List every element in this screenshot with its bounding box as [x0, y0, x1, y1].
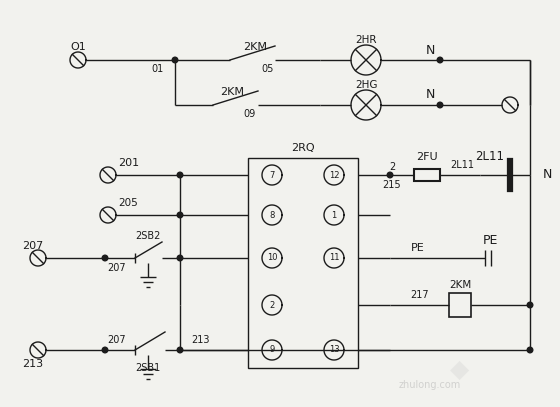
Text: 2KM: 2KM: [449, 280, 471, 290]
Text: PE: PE: [482, 234, 498, 247]
Circle shape: [437, 57, 443, 63]
Circle shape: [387, 172, 393, 178]
Text: 2KM: 2KM: [220, 87, 244, 97]
Circle shape: [177, 255, 183, 261]
Text: 213: 213: [22, 359, 44, 369]
Text: 215: 215: [382, 180, 402, 190]
Circle shape: [102, 347, 108, 353]
Text: 10: 10: [267, 254, 277, 263]
Text: 2SB1: 2SB1: [136, 363, 161, 373]
Bar: [248, 158, 358, 368]
Text: 09: 09: [244, 109, 256, 119]
Text: 2RQ: 2RQ: [291, 143, 315, 153]
Text: 2L11: 2L11: [450, 160, 474, 170]
Circle shape: [527, 302, 533, 308]
Text: 2FU: 2FU: [416, 152, 438, 162]
Text: ◆: ◆: [450, 358, 470, 382]
Circle shape: [527, 347, 533, 353]
Text: 11: 11: [329, 254, 339, 263]
Bar: [449, 293, 471, 317]
Bar: [414, 169, 440, 181]
Text: 2KM: 2KM: [243, 42, 267, 52]
Circle shape: [177, 172, 183, 178]
Text: N: N: [543, 168, 552, 182]
Text: 201: 201: [118, 158, 139, 168]
Text: 01: 01: [151, 64, 163, 74]
Circle shape: [437, 102, 443, 108]
Text: 207: 207: [108, 335, 127, 345]
Text: zhulong.com: zhulong.com: [399, 380, 461, 390]
Text: PE: PE: [411, 243, 425, 253]
Text: 217: 217: [410, 290, 430, 300]
Text: N: N: [425, 44, 435, 57]
Text: 2SB2: 2SB2: [136, 231, 161, 241]
Text: 9: 9: [269, 346, 274, 354]
Text: 13: 13: [329, 346, 339, 354]
Text: N: N: [425, 88, 435, 101]
Text: 2L11: 2L11: [475, 151, 505, 164]
Text: 12: 12: [329, 171, 339, 179]
Text: 2: 2: [389, 162, 395, 172]
Circle shape: [102, 255, 108, 261]
Text: 8: 8: [269, 210, 275, 219]
Circle shape: [172, 57, 178, 63]
Text: 205: 205: [118, 198, 138, 208]
Text: 05: 05: [262, 64, 274, 74]
Text: 207: 207: [22, 241, 44, 251]
Text: 207: 207: [108, 263, 127, 273]
Text: 1: 1: [332, 210, 337, 219]
Circle shape: [177, 212, 183, 218]
Text: 7: 7: [269, 171, 275, 179]
Text: 213: 213: [191, 335, 209, 345]
Text: 2HG: 2HG: [354, 80, 377, 90]
Circle shape: [177, 347, 183, 353]
Text: 2HR: 2HR: [355, 35, 377, 45]
Text: O1: O1: [70, 42, 86, 52]
Text: 2: 2: [269, 300, 274, 309]
